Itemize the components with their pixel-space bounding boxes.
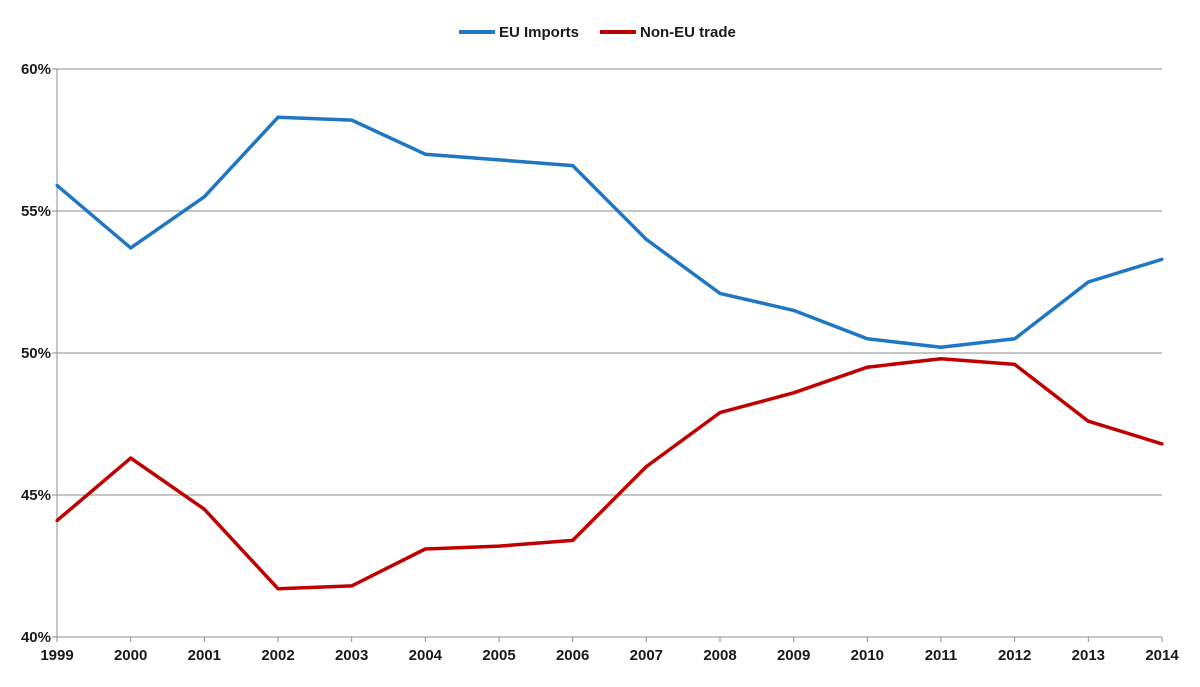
data-point	[865, 337, 869, 341]
data-point	[939, 345, 943, 349]
y-tick-label: 55%	[21, 203, 51, 220]
data-point	[350, 584, 354, 588]
series-line-eu-imports	[55, 115, 1163, 350]
x-tick-label: 2013	[1072, 647, 1105, 664]
data-point	[497, 544, 501, 548]
data-point	[644, 465, 648, 469]
series-layer	[55, 115, 1164, 591]
x-tick-label: 1999	[40, 647, 73, 664]
data-point	[55, 183, 59, 188]
data-point	[129, 456, 133, 460]
data-point	[1086, 419, 1090, 423]
x-tick-labels: 1999 2000 2001 2002 2003 2004 2005 2006 2007 2008…	[40, 647, 1179, 664]
data-point	[1160, 442, 1164, 446]
legend-item: EU Imports	[459, 24, 579, 41]
data-point	[792, 391, 796, 395]
x-tick-label: 2010	[851, 647, 884, 664]
x-tick-label: 2014	[1145, 647, 1179, 664]
x-tick-label: 2012	[998, 647, 1031, 664]
x-tick-label: 2001	[188, 647, 221, 664]
data-point	[423, 152, 427, 156]
data-point	[1086, 280, 1090, 284]
legend: EU Imports Non-EU trade	[459, 24, 736, 41]
x-tick-label: 2007	[630, 647, 663, 664]
gridlines	[57, 68, 1162, 496]
data-point	[1160, 257, 1164, 261]
data-point	[276, 115, 280, 119]
legend-label: EU Imports	[499, 24, 579, 41]
x-tick-label: 2011	[925, 647, 958, 664]
data-point	[350, 118, 354, 122]
data-point	[129, 246, 133, 250]
data-point	[571, 538, 575, 543]
data-point	[939, 357, 943, 361]
data-point	[423, 547, 427, 551]
data-point	[202, 507, 206, 511]
x-tick-label: 2006	[556, 647, 589, 664]
x-tick-label: 2005	[482, 647, 515, 664]
y-tick-label: 60%	[21, 61, 51, 78]
data-point	[202, 195, 206, 199]
y-tick-labels: 40% 45% 50% 55% 60%	[21, 61, 51, 646]
y-tick-label: 40%	[21, 629, 51, 646]
x-tick-label: 2003	[335, 647, 368, 664]
y-tick-label: 50%	[21, 345, 51, 362]
data-point	[497, 158, 501, 162]
x-tick-label: 2004	[409, 647, 443, 664]
data-point	[571, 163, 575, 168]
data-point	[276, 587, 280, 591]
data-point	[644, 237, 648, 241]
data-point	[718, 411, 722, 415]
x-tick-label: 2008	[703, 647, 736, 664]
data-point	[1013, 337, 1017, 341]
axes	[52, 68, 1163, 642]
x-tick-label: 2000	[114, 647, 147, 664]
x-tick-label: 2009	[777, 647, 810, 664]
data-point	[1013, 362, 1017, 366]
data-point	[792, 308, 796, 312]
data-point	[55, 518, 59, 523]
series-line-non-eu-trade	[55, 356, 1163, 591]
data-point	[865, 365, 869, 369]
legend-label: Non-EU trade	[640, 24, 736, 41]
x-tick-label: 2002	[261, 647, 294, 664]
y-tick-label: 45%	[21, 487, 51, 504]
legend-item: Non-EU trade	[600, 24, 736, 41]
data-point	[718, 291, 722, 295]
